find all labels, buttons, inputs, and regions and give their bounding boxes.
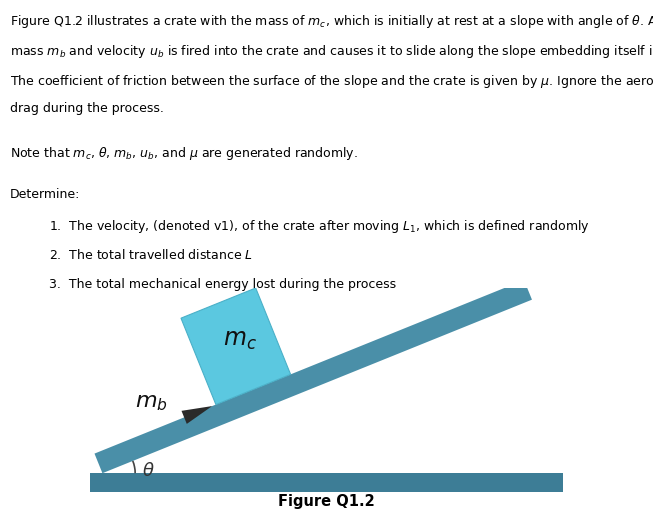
Text: 2.  The total travelled distance $L$: 2. The total travelled distance $L$: [49, 248, 253, 262]
Text: 3.  The total mechanical energy lost during the process: 3. The total mechanical energy lost duri…: [49, 278, 396, 290]
Text: $m_b$: $m_b$: [135, 393, 168, 414]
Text: 1.  The velocity, (denoted v1), of the crate after moving $L_1$, which is define: 1. The velocity, (denoted v1), of the cr…: [49, 218, 590, 235]
Text: drag during the process.: drag during the process.: [10, 102, 164, 115]
Polygon shape: [95, 280, 532, 473]
Polygon shape: [181, 288, 291, 405]
Text: $\theta$: $\theta$: [142, 461, 155, 479]
Text: Determine:: Determine:: [10, 188, 80, 201]
Text: $m_c$: $m_c$: [223, 328, 257, 352]
Text: Note that $m_c$, $\theta$, $m_b$, $u_b$, and $\mu$ are generated randomly.: Note that $m_c$, $\theta$, $m_b$, $u_b$,…: [10, 145, 358, 162]
Text: The coefficient of friction between the surface of the slope and the crate is gi: The coefficient of friction between the …: [10, 73, 653, 90]
Polygon shape: [182, 406, 212, 424]
Text: mass $m_b$ and velocity $u_b$ is fired into the crate and causes it to slide alo: mass $m_b$ and velocity $u_b$ is fired i…: [10, 43, 653, 60]
Text: Figure Q1.2: Figure Q1.2: [278, 494, 375, 509]
Bar: [90, 473, 563, 492]
Text: Figure Q1.2 illustrates a crate with the mass of $m_c$, which is initially at re: Figure Q1.2 illustrates a crate with the…: [10, 13, 653, 30]
